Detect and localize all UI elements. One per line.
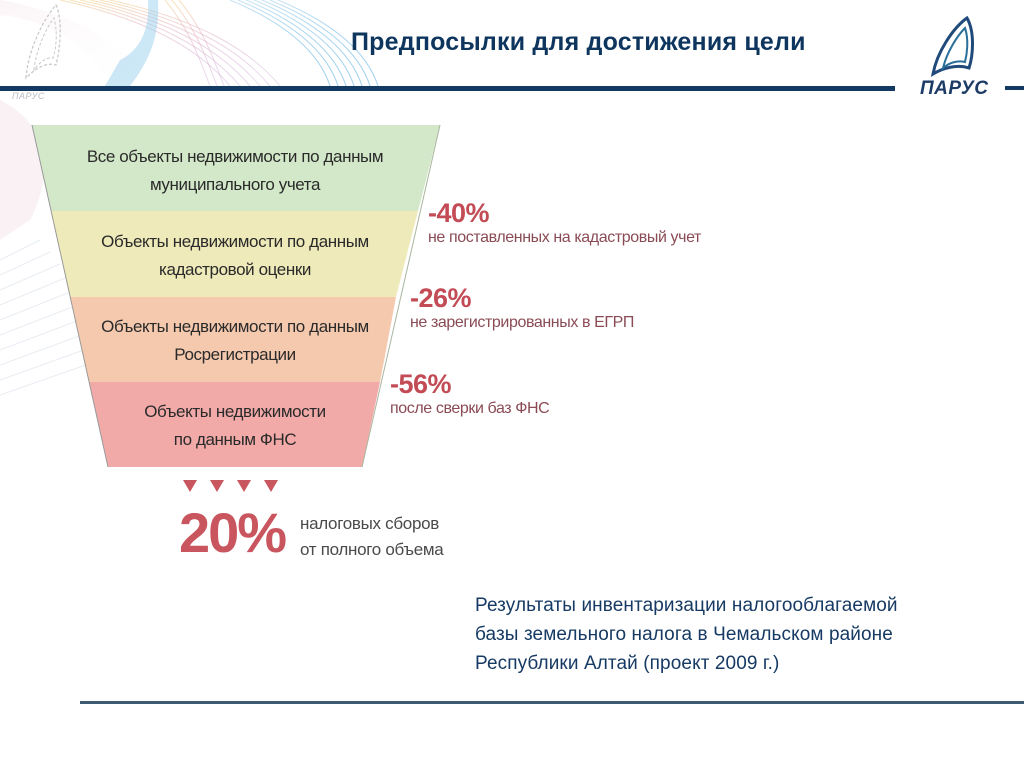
funnel-band-label-cadastral: Объекты недвижимости по данным кадастров… (101, 232, 369, 279)
down-arrows (183, 480, 278, 492)
funnel-band-label-rosreestr: Объекты недвижимости по данным Росрегист… (101, 317, 369, 364)
parus-sail-logo-faded (25, 3, 61, 80)
funnel-band-cadastral (51, 211, 418, 297)
down-triangle-icon (210, 480, 224, 492)
funnel-band-rosreestr (70, 297, 396, 382)
result-label: налоговых сборов от полного объема (300, 514, 444, 559)
funnel-band-label-fns: Объекты недвижимости по данным ФНС (144, 402, 326, 449)
stat-value: -26% (410, 283, 472, 313)
stat-egrp-loss: -26% не зарегистрированных в ЕГРП (410, 283, 634, 333)
down-triangle-icon (237, 480, 251, 492)
funnel-band-label-municipal: Все объекты недвижимости по данным муниц… (86, 147, 384, 194)
logo-text: ПАРУС (920, 78, 989, 99)
stat-label: после сверки баз ФНС (390, 400, 550, 417)
down-triangle-icon (264, 480, 278, 492)
down-triangle-icon (183, 480, 197, 492)
footer-divider (80, 701, 1024, 704)
page-title: Предпосылки для достижения цели (351, 28, 806, 56)
funnel-band-fns (89, 382, 380, 467)
stat-value: -56% (390, 369, 452, 399)
header-divider (0, 86, 895, 91)
stat-cadastral-loss: -40% не поставленных на кадастровый учет (428, 198, 701, 248)
logo-left-text: ПАРУС (12, 91, 45, 101)
stat-label: не зарегистрированных в ЕГРП (410, 314, 635, 331)
stat-fns-loss: -56% после сверки баз ФНС (390, 369, 550, 419)
result-percent: 20% (179, 501, 287, 564)
funnel-diagram (31, 124, 441, 468)
stat-value: -40% (428, 198, 490, 228)
caption-text: Результаты инвентаризации налогооблагаем… (475, 595, 898, 674)
funnel-band-municipal (32, 125, 440, 211)
stat-label: не поставленных на кадастровый учет (428, 229, 701, 246)
header-divider-right (1005, 86, 1024, 90)
parus-sail-logo (930, 15, 974, 77)
